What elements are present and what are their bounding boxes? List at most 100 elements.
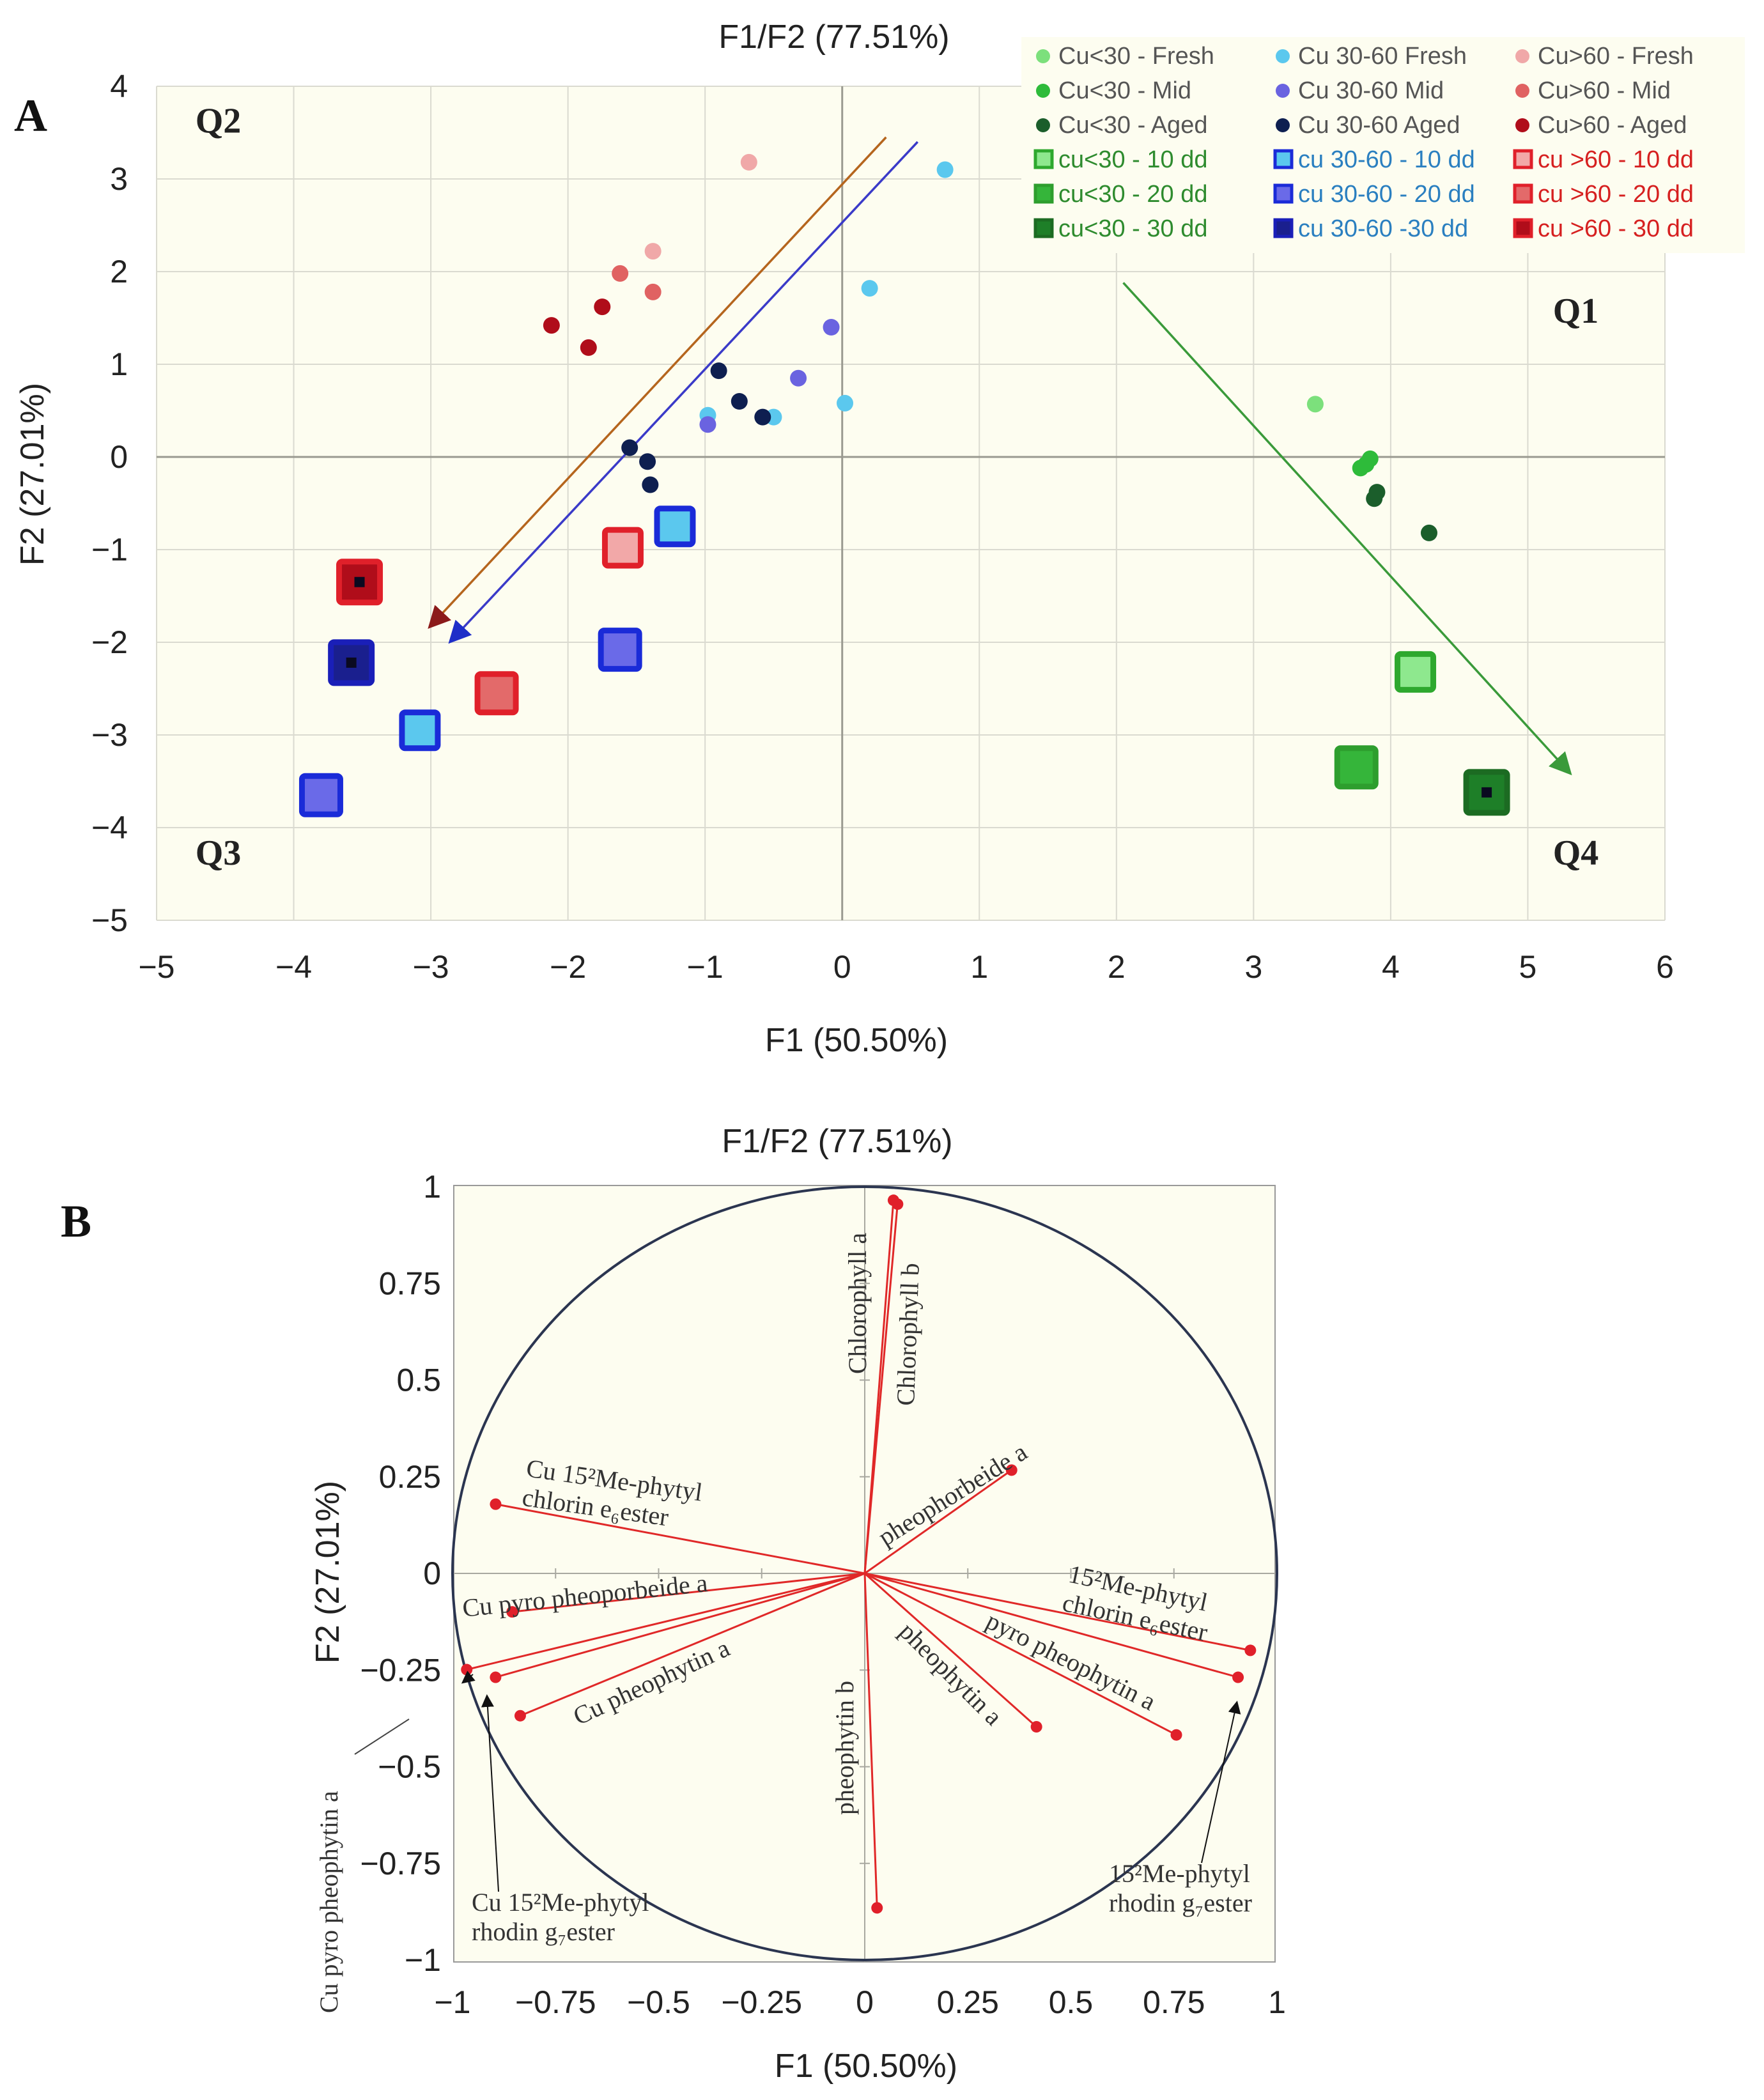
data-point-square [1395, 651, 1437, 693]
legend-swatch [1276, 49, 1290, 63]
legend-swatch [1033, 218, 1054, 238]
y-axis-label-a: F2 (27.01%) [14, 383, 51, 566]
x-tick-label: 0.75 [1143, 1984, 1205, 2020]
loading-vector [490, 1572, 865, 1683]
data-point [710, 362, 727, 380]
data-point [823, 319, 840, 336]
y-tick-label: 0.75 [379, 1265, 441, 1301]
vector-label: Chlorophyll a [843, 1233, 872, 1374]
y-axis-label-b: F2 (27.01%) [309, 1481, 346, 1664]
legend-item: cu >60 - 10 dd [1513, 146, 1694, 173]
data-point [1306, 396, 1324, 413]
data-point [740, 153, 757, 171]
legend-swatch [1515, 49, 1529, 63]
x-tick-label: −4 [275, 949, 312, 985]
legend-item: cu >60 - 20 dd [1513, 181, 1694, 208]
correlation-circle-b: −1 −0.75 −0.5 −0.25 0 0.25 0.5 0.75 1 1 0.75 0.5 0.2… [309, 1123, 1286, 2085]
quadrant-label-q1: Q1 [1553, 291, 1599, 331]
data-points-a [298, 153, 1510, 817]
legend-label: Cu<30 - Fresh [1058, 43, 1214, 70]
legend-label: Cu 30-60 Aged [1298, 112, 1460, 139]
legend-label: Cu<30 - Mid [1058, 77, 1191, 104]
x-tick-label: −1 [434, 1984, 470, 2020]
data-point [639, 453, 656, 470]
x-tick-label: 0.5 [1049, 1984, 1094, 2020]
chart-title-a: F1/F2 (77.51%) [718, 19, 949, 56]
vector-label: pheophytin b [830, 1681, 859, 1815]
chart-title-b: F1/F2 (77.51%) [722, 1123, 952, 1160]
callout-arrow [481, 1694, 499, 1892]
x-tick-label: 5 [1519, 949, 1537, 985]
loading-vectors [461, 1194, 1257, 1914]
legend-swatch [1515, 84, 1529, 98]
x-tick-label: 0.25 [937, 1984, 999, 2020]
legend-swatch [1036, 118, 1050, 132]
legend-item: Cu<30 - Mid [1036, 77, 1191, 104]
y-tick-label: −1 [405, 1942, 441, 1978]
loading-vector [864, 1572, 1257, 1656]
legend-swatch [1036, 49, 1050, 63]
y-tick-label: 1 [110, 346, 128, 382]
x-tick-label: 1 [1268, 1984, 1286, 2020]
y-tick-label: −5 [91, 902, 128, 938]
data-point [642, 476, 659, 493]
legend-label: Cu<30 - Aged [1058, 112, 1207, 139]
square-center [346, 657, 357, 668]
legend-item: cu<30 - 30 dd [1033, 215, 1207, 242]
legend-swatch [1513, 218, 1533, 238]
callout-line [354, 1718, 410, 1755]
data-point [790, 369, 807, 387]
square-center [1482, 787, 1492, 798]
legend-swatch [1273, 218, 1294, 238]
y-tick-label: −3 [91, 717, 128, 753]
x-tick-label: −1 [687, 949, 723, 985]
callout-arrow [461, 1671, 476, 1684]
y-tick-label: −4 [91, 810, 128, 845]
legend-swatch [1515, 118, 1529, 132]
y-tick-label: −2 [91, 624, 128, 660]
zero-lines-a [157, 86, 1665, 920]
x-tick-label: 0 [833, 949, 851, 985]
red-trend-arrow [428, 136, 887, 629]
legend-label: cu 30-60 - 20 dd [1298, 181, 1475, 208]
loading-vector [864, 1572, 1182, 1741]
legend-swatch [1036, 84, 1050, 98]
ticks-a: −5 −4 −3 −2 −1 0 1 2 3 4 5 6 4 3 2 1 0 −1 −2 −3 −4 −5 [91, 68, 1674, 985]
legend-swatch [1273, 183, 1294, 204]
data-point-square [654, 506, 696, 548]
loading-vector [864, 1464, 1017, 1575]
x-tick-label: 1 [970, 949, 988, 985]
panel-label-a: A [14, 90, 47, 141]
legend-swatch [1276, 118, 1290, 132]
y-tick-label: −1 [91, 532, 128, 567]
data-point [1358, 456, 1375, 473]
legend-label: cu<30 - 10 dd [1058, 146, 1207, 173]
legend-swatch [1033, 149, 1054, 169]
data-point [1420, 524, 1437, 541]
y-tick-label: 0.25 [379, 1459, 441, 1495]
x-tick-label: −2 [550, 949, 586, 985]
quadrant-label-q2: Q2 [196, 102, 242, 141]
legend-item: Cu<30 - Fresh [1036, 43, 1214, 70]
legend-item: cu<30 - 10 dd [1033, 146, 1207, 173]
y-tick-label: 0 [110, 439, 128, 475]
data-point [1368, 484, 1386, 501]
loading-vector [864, 1572, 1042, 1733]
data-point-square [598, 628, 642, 672]
legend-label: cu >60 - 20 dd [1538, 181, 1694, 208]
loading-vector [863, 1573, 883, 1914]
legend-item: Cu 30-60 Fresh [1276, 43, 1467, 70]
data-point-square [474, 671, 519, 716]
legend-swatch [1276, 84, 1290, 98]
legend-a: Cu<30 - Fresh Cu 30-60 Fresh Cu>60 - Fresh… [1021, 37, 1745, 253]
y-tick-label: −0.25 [360, 1652, 441, 1688]
quadrant-label-q3: Q3 [196, 833, 242, 873]
data-point-square [1334, 745, 1379, 790]
y-tick-label: 4 [110, 68, 128, 104]
legend-item: Cu>60 - Mid [1515, 77, 1671, 104]
legend-swatch [1273, 149, 1294, 169]
vector-label: Cu 15²Me-phytyl rhodin g₇ester [472, 1888, 649, 1946]
data-point [543, 317, 560, 334]
legend-label: cu 30-60 - 10 dd [1298, 146, 1475, 173]
